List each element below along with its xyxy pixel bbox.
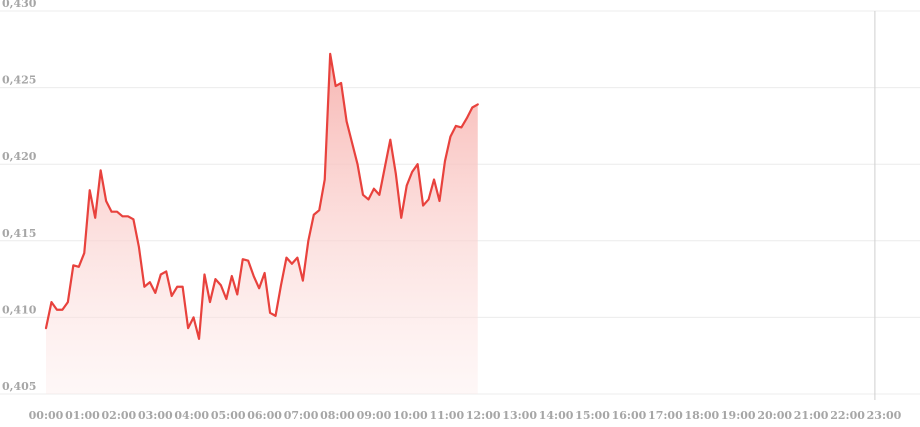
y-tick-label: 0,415 bbox=[2, 227, 36, 240]
x-tick-label: 18:00 bbox=[684, 409, 719, 422]
x-tick-label: 04:00 bbox=[174, 409, 209, 422]
x-tick-label: 10:00 bbox=[393, 409, 428, 422]
y-tick-label: 0,410 bbox=[2, 303, 37, 316]
x-tick-label: 02:00 bbox=[102, 409, 137, 422]
x-tick-label: 21:00 bbox=[794, 409, 829, 422]
x-tick-label: 23:00 bbox=[867, 409, 902, 422]
y-tick-label: 0,405 bbox=[2, 380, 36, 393]
series-line bbox=[44, 52, 479, 340]
x-tick-label: 09:00 bbox=[357, 409, 392, 422]
x-tick-label: 12:00 bbox=[466, 409, 501, 422]
y-axis-ticks: 0,405 0,410 0,415 0,420 0,425 0,430 bbox=[2, 0, 37, 393]
x-tick-label: 00:00 bbox=[29, 409, 64, 422]
x-tick-label: 13:00 bbox=[502, 409, 537, 422]
x-tick-label: 01:00 bbox=[65, 409, 100, 422]
x-tick-label: 22:00 bbox=[830, 409, 865, 422]
y-tick-label: 0,425 bbox=[2, 74, 36, 87]
x-tick-label: 15:00 bbox=[575, 409, 610, 422]
x-tick-label: 07:00 bbox=[284, 409, 319, 422]
x-tick-label: 11:00 bbox=[429, 409, 464, 422]
x-tick-label: 16:00 bbox=[612, 409, 647, 422]
x-tick-label: 20:00 bbox=[757, 409, 792, 422]
series-line-group bbox=[44, 52, 479, 340]
x-tick-label: 17:00 bbox=[648, 409, 683, 422]
x-tick-label: 14:00 bbox=[539, 409, 574, 422]
x-axis-ticks: 00:00 01:00 02:00 03:00 04:00 05:00 06:00 07:00… bbox=[29, 409, 902, 422]
x-tick-label: 08:00 bbox=[320, 409, 355, 422]
y-tick-label: 0,420 bbox=[2, 150, 37, 163]
x-tick-label: 03:00 bbox=[138, 409, 173, 422]
y-tick-label: 0,430 bbox=[2, 0, 37, 10]
series-area-group bbox=[46, 53, 478, 395]
series-area bbox=[46, 53, 478, 395]
x-tick-label: 19:00 bbox=[721, 409, 756, 422]
x-tick-label: 05:00 bbox=[211, 409, 246, 422]
x-tick-label: 06:00 bbox=[247, 409, 282, 422]
